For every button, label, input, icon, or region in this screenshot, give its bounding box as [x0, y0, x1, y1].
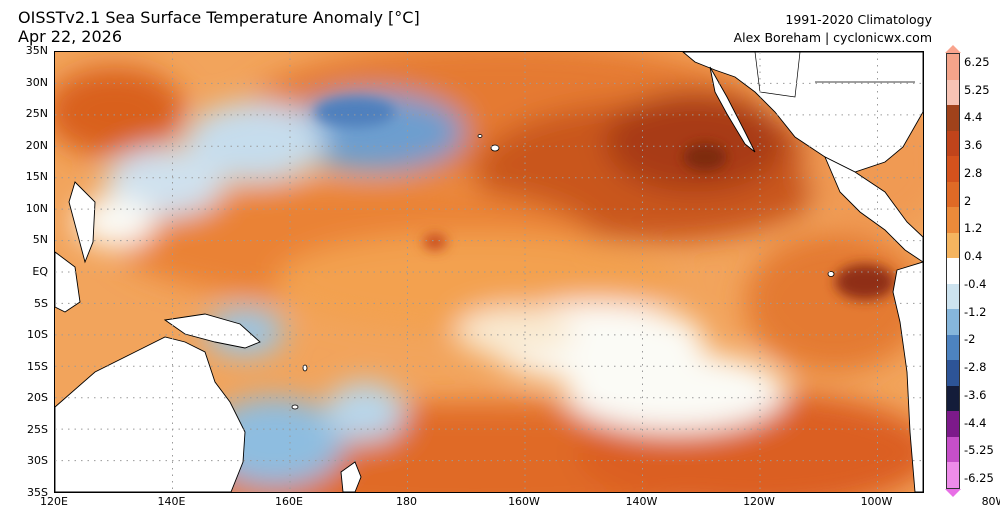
latitude-label: 5S [34, 296, 48, 310]
longitude-label: 100W [860, 495, 893, 508]
colorbar-label: -2.8 [964, 360, 987, 375]
colorbar-label: -5.25 [964, 443, 994, 458]
latitude-label: 10S [27, 328, 48, 342]
colorbar-segment [947, 258, 959, 285]
colorbar-label: 3.6 [964, 138, 983, 153]
south-america-land [892, 261, 923, 492]
colorbar-label: -2 [964, 332, 976, 347]
longitude-label: 140E [157, 495, 186, 508]
latitude-label: 15N [25, 170, 48, 184]
vanuatu-island [302, 364, 308, 372]
sst-anomaly-map [54, 51, 924, 493]
colorbar-min-arrow [945, 489, 961, 497]
colorbar-label: -4.4 [964, 415, 987, 430]
indonesia-land [55, 251, 81, 313]
colorbar-max-arrow [945, 45, 961, 53]
colorbar-label: -3.6 [964, 387, 987, 402]
colorbar-segment [947, 462, 959, 489]
colorbar-label: 6.25 [964, 55, 990, 69]
colorbar-label: 5.25 [964, 82, 990, 97]
map-date: Apr 22, 2026 [18, 27, 123, 46]
colorbar-label: 4.4 [964, 110, 983, 125]
latitude-label: 15S [27, 359, 48, 373]
colorbar-label: -0.4 [964, 276, 987, 291]
colorbar-segment [947, 130, 959, 157]
colorbar-segment [947, 54, 959, 81]
colorbar-segment [947, 79, 959, 106]
climatology-label: 1991-2020 Climatology [785, 12, 932, 27]
colorbar-segment [947, 385, 959, 412]
colorbar-segment [947, 181, 959, 208]
colorbar-segment [947, 436, 959, 463]
map-canvas [55, 52, 923, 492]
longitude-label: 160E [275, 495, 303, 508]
longitude-label: 160W [508, 495, 540, 508]
new-guinea-land [163, 313, 261, 349]
latitude-label: 35S [27, 486, 48, 499]
colorbar-segment [947, 105, 959, 132]
longitude-label: 180 [396, 495, 417, 508]
colorbar-label: -6.25 [964, 471, 994, 485]
philippines-land [68, 181, 96, 264]
colorbar [946, 53, 960, 489]
colorbar-segment [947, 411, 959, 438]
colorbar-segment [947, 283, 959, 310]
political-borders [754, 52, 915, 98]
us-mexico-border-line [754, 52, 801, 98]
pacific-islands [291, 134, 835, 410]
latitude-label: 30N [25, 75, 48, 89]
colorbar-label: 0.4 [964, 249, 983, 264]
colorbar-label: 2.8 [964, 165, 983, 180]
colorbar-segment [947, 360, 959, 387]
australia-land [55, 336, 246, 492]
colorbar-segment [947, 207, 959, 234]
latitude-label: 20S [27, 391, 48, 405]
new-zealand-land [340, 461, 362, 492]
longitude-label: 80W [981, 495, 1000, 508]
latitude-label: 5N [32, 233, 48, 247]
credit-label: Alex Boreham | cyclonicwx.com [733, 30, 932, 45]
colorbar-segment [947, 334, 959, 361]
latitude-label: 25S [27, 422, 48, 436]
baja-california-land [709, 66, 756, 153]
latitude-label: EQ [32, 265, 48, 278]
colorbar-segment [947, 232, 959, 259]
colorbar-segment [947, 156, 959, 183]
latitude-label: 20N [25, 138, 48, 152]
latitude-label: 25N [25, 107, 48, 121]
colorbar-label: -1.2 [964, 304, 987, 319]
latitude-label: 10N [25, 201, 48, 215]
new-caledonia-island [291, 404, 299, 410]
latitude-label: 35N [25, 44, 48, 57]
anomaly-field [55, 52, 923, 492]
map-title: OISSTv2.1 Sea Surface Temperature Anomal… [18, 8, 420, 27]
hawaii-island [477, 134, 483, 138]
colorbar-label: 2 [964, 193, 972, 208]
galapagos-island [827, 271, 835, 277]
colorbar-segment [947, 309, 959, 336]
longitude-label: 140W [625, 495, 658, 508]
longitude-label: 120W [743, 495, 775, 508]
longitude-label: 120E [40, 495, 68, 508]
colorbar-label: 1.2 [964, 221, 983, 236]
latitude-label: 30S [27, 454, 48, 468]
anomaly-hotspots [315, 97, 895, 300]
